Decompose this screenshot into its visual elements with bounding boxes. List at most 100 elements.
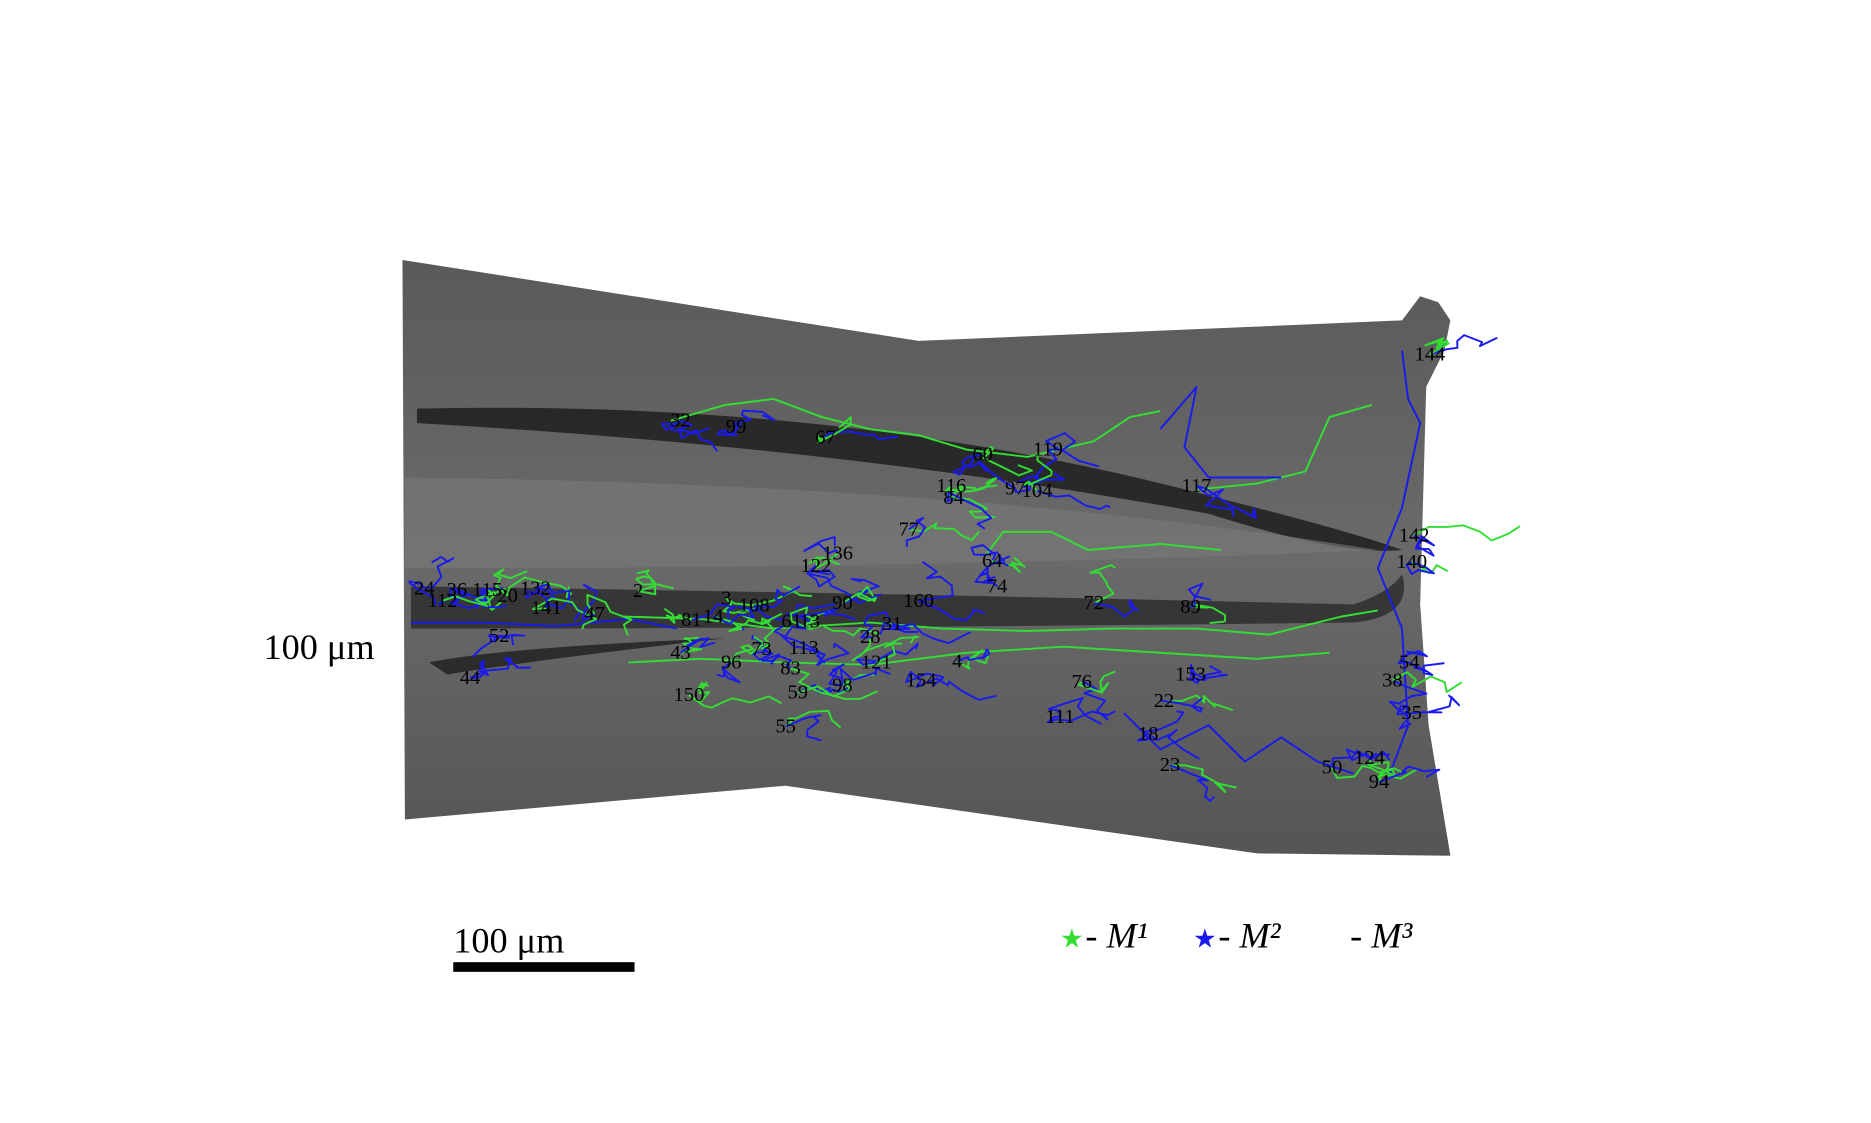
track: [918, 599, 985, 622]
track: [992, 556, 1026, 574]
track-label: 140: [1396, 551, 1427, 573]
track: [1391, 671, 1463, 694]
track-label: 22: [1154, 690, 1175, 712]
track: [952, 452, 983, 476]
tracks: [408, 334, 1521, 803]
track-label: 54: [1399, 651, 1420, 673]
track: [841, 586, 878, 605]
track-label: 98: [832, 674, 853, 696]
track-label: 59: [787, 682, 808, 704]
track: [670, 397, 1161, 458]
track: [1189, 663, 1222, 680]
track: [1413, 534, 1435, 557]
track: [952, 477, 998, 499]
track-label: 36: [447, 579, 468, 601]
track: [586, 593, 633, 636]
track: [532, 597, 598, 630]
track: [1411, 694, 1461, 715]
track: [506, 576, 573, 599]
track-label: 90: [832, 592, 853, 614]
track-label: 83: [780, 658, 801, 680]
track: [493, 568, 528, 597]
track: [1159, 698, 1203, 713]
track-label: 31: [882, 613, 903, 635]
track: [1163, 694, 1234, 712]
track: [879, 621, 918, 635]
track: [437, 589, 507, 609]
track: [1187, 582, 1212, 608]
track: [663, 607, 692, 624]
track-label: 60: [972, 444, 993, 466]
track: [789, 606, 833, 626]
track: [978, 555, 1010, 588]
track: [408, 580, 437, 606]
track: [424, 555, 455, 590]
track-label: 119: [1033, 439, 1063, 461]
track: [680, 636, 703, 654]
track: [817, 416, 852, 444]
track-label: 20: [497, 585, 518, 607]
dark-streak: [416, 407, 1403, 551]
dark-streak: [429, 638, 726, 675]
track: [839, 667, 891, 686]
track-label: 97: [1005, 477, 1026, 499]
track-label: 44: [460, 667, 481, 689]
track: [442, 587, 507, 607]
track-label: 28: [860, 626, 881, 648]
track: [905, 670, 945, 688]
track: [1169, 764, 1215, 803]
track-label: 76: [1071, 671, 1092, 693]
track: [635, 575, 674, 593]
track: [688, 681, 711, 704]
track: [1397, 650, 1428, 664]
track-label: 136: [822, 543, 853, 565]
track-label: 61: [781, 610, 802, 632]
track-label: 77: [899, 519, 920, 541]
track: [1089, 564, 1116, 605]
track: [875, 635, 920, 664]
track: [791, 620, 878, 637]
track: [1188, 673, 1228, 684]
track: [918, 561, 954, 602]
track: [891, 622, 972, 645]
track: [660, 419, 710, 435]
track: [1330, 749, 1390, 768]
track: [1396, 704, 1412, 730]
track: [1016, 449, 1058, 484]
track: [730, 635, 766, 663]
track: [803, 642, 850, 666]
track-label: 153: [1175, 664, 1206, 686]
track: [915, 677, 997, 701]
track: [1331, 764, 1402, 779]
track: [760, 617, 775, 650]
track-label: 4: [952, 650, 962, 672]
track-label: 35: [1401, 702, 1422, 724]
scale-bar-label: 100 μm: [453, 921, 564, 961]
track-label: 113: [789, 637, 819, 659]
track-label: 112: [427, 590, 457, 612]
track-label: 94: [1369, 771, 1390, 793]
track: [712, 612, 783, 633]
track: [1408, 661, 1445, 676]
track: [855, 642, 919, 666]
legend-marker: ★: [1193, 924, 1217, 954]
track: [1388, 679, 1428, 713]
track-label: 111: [1045, 706, 1074, 728]
track-label: 47: [584, 603, 605, 625]
legend: ★ - M¹ ★ - M² - M³: [1060, 916, 1413, 956]
track: [773, 614, 811, 638]
track: [1136, 710, 1185, 742]
left-scale-label: 100 μm: [263, 627, 374, 667]
track: [908, 522, 980, 542]
track-label: 115: [472, 579, 502, 601]
track-label: 96: [721, 651, 742, 673]
track-label: 55: [775, 716, 796, 738]
track: [581, 583, 598, 621]
track: [1123, 712, 1355, 775]
track: [1376, 350, 1422, 774]
track-label: 160: [903, 590, 934, 612]
track: [470, 659, 490, 680]
track: [1424, 337, 1450, 356]
track: [1190, 603, 1227, 624]
track: [803, 536, 839, 555]
